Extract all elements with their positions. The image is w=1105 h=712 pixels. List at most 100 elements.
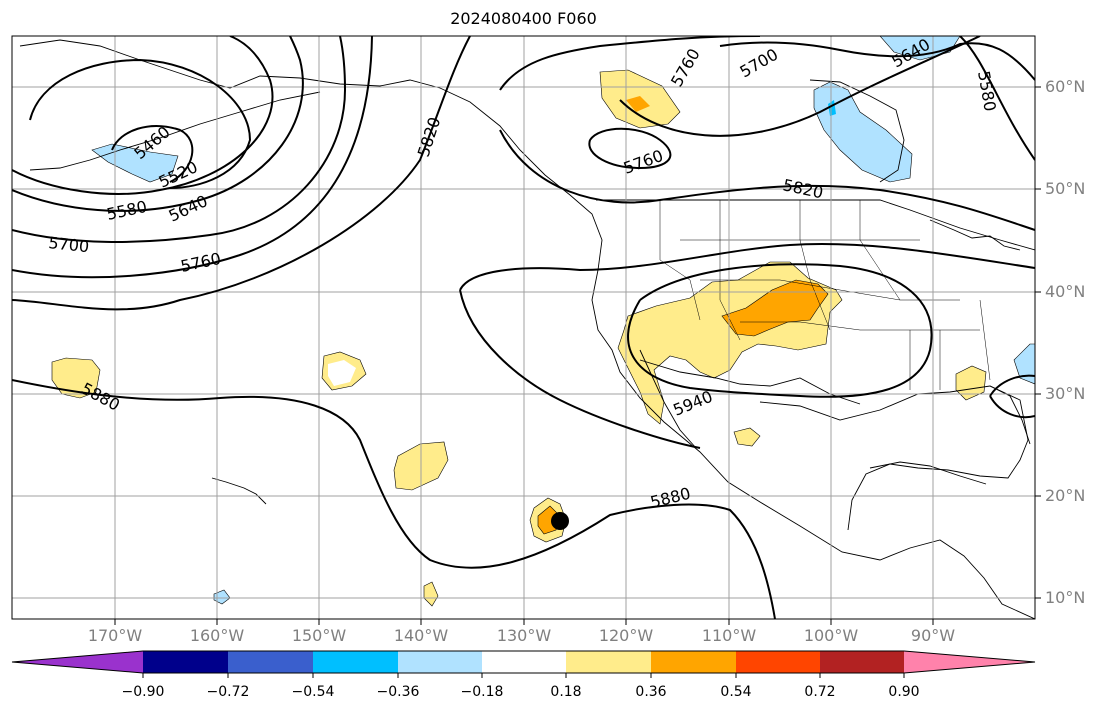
shade-florida <box>955 365 987 401</box>
shade-northwest-canada-core <box>626 96 650 112</box>
contour-label: 5760 <box>667 45 704 90</box>
contour-5880-mid <box>459 243 1035 291</box>
lat-label-20N: 20°N <box>1045 486 1086 505</box>
colorbar-segment <box>651 651 736 673</box>
lon-label-110W: 110°W <box>701 626 757 645</box>
lon-label-90W: 90°W <box>910 626 956 645</box>
colorbar-segment <box>820 651 904 673</box>
map-title: 2024080400 F060 <box>450 9 597 28</box>
colorbar-segment <box>736 651 820 673</box>
shade-hudson-negative <box>813 81 913 183</box>
colorbar-segment <box>228 651 313 673</box>
contour-label: 5760 <box>179 249 223 276</box>
colorbar-tick-label: −0.18 <box>460 684 504 700</box>
shaded-regions <box>51 36 1035 607</box>
us-mexico-border <box>639 359 861 405</box>
colorbar-segment <box>398 651 482 673</box>
baja <box>639 349 697 449</box>
contour-label: 5700 <box>737 45 782 82</box>
axis-ticks <box>114 86 1041 625</box>
alaska-coast <box>19 39 1035 619</box>
lon-label-100W: 100°W <box>803 626 859 645</box>
contour-label: 5700 <box>48 233 90 256</box>
contour-5760 <box>12 36 373 279</box>
colorbar <box>11 650 1036 678</box>
lon-label-120W: 120°W <box>598 626 654 645</box>
contour-5460 <box>111 125 194 183</box>
contour-label: 5640 <box>166 191 211 225</box>
lat-label-30N: 30°N <box>1045 384 1086 403</box>
shade-hurricane-core <box>537 505 559 535</box>
hudson-bay <box>809 79 905 183</box>
lat-label-60N: 60°N <box>1045 77 1086 96</box>
cuba <box>869 461 987 485</box>
lon-label-130W: 130°W <box>496 626 552 645</box>
florida <box>989 385 1031 445</box>
shade-southeast-negative <box>1013 343 1035 385</box>
storm-position-marker <box>551 512 569 530</box>
contour-5880-west <box>12 379 776 619</box>
colorbar-segment <box>482 651 566 673</box>
colorbar-segment <box>566 651 651 673</box>
colorbar-segment <box>143 651 228 673</box>
contour-5880-east-loop-b <box>989 395 1035 419</box>
contour-5940-loop <box>627 263 933 398</box>
contour-5700 <box>12 36 347 243</box>
contour-label: 5760 <box>621 146 666 178</box>
lon-label-150W: 150°W <box>291 626 347 645</box>
colorbar-tick-label: −0.54 <box>291 684 335 700</box>
colorbar-tick-label: 0.36 <box>635 684 667 700</box>
contour-label: 5880 <box>648 484 692 512</box>
colorbar-tick-label: 0.18 <box>550 684 582 700</box>
colorbar-tick-label: 0.72 <box>804 684 836 700</box>
contour-5880-loop <box>459 289 701 449</box>
shade-tiny-negative <box>213 589 231 605</box>
colorbar-tick-label: −0.90 <box>121 684 165 700</box>
shade-pacific-east <box>51 357 101 399</box>
lat-label-10N: 10°N <box>1045 588 1086 607</box>
contour-label: 5580 <box>105 197 149 224</box>
aleutians <box>29 91 321 171</box>
lon-label-170W: 170°W <box>87 626 143 645</box>
shade-mexico-west <box>733 427 761 447</box>
contour-5580 <box>12 36 274 195</box>
canada-us-border <box>596 199 1035 251</box>
contour-label: 5580 <box>974 69 1000 112</box>
contour-label: 5820 <box>414 115 445 160</box>
lat-label-40N: 40°N <box>1045 282 1086 301</box>
gulf-coast <box>759 385 1029 531</box>
hawaii <box>211 477 267 505</box>
contour-label: 5880 <box>78 379 123 415</box>
contour-5760-east <box>588 127 672 170</box>
contour-5820-mid <box>499 129 1035 231</box>
colorbar-tick-label: −0.72 <box>206 684 250 700</box>
great-lakes <box>929 219 1021 251</box>
shade-pacific-central-hole <box>328 360 356 386</box>
colorbar-tick-label: −0.36 <box>376 684 420 700</box>
contour-5700-east <box>619 36 981 137</box>
contour-label: 5820 <box>781 175 825 202</box>
shade-pacific-small <box>423 581 439 607</box>
contour-5820-east <box>499 36 761 91</box>
colorbar-segment <box>313 651 398 673</box>
contour-5580-east <box>959 36 1035 161</box>
lon-label-160W: 160°W <box>189 626 245 645</box>
colorbar-tick-label: 0.90 <box>888 684 920 700</box>
height-contours <box>12 36 1035 619</box>
contour-label: 5940 <box>670 387 715 420</box>
colorbar-ticks <box>142 673 905 678</box>
coastlines <box>19 39 1035 619</box>
colorbar-extend-low <box>12 651 143 673</box>
shade-alaska-negative <box>91 143 179 183</box>
colorbar-extend-high <box>904 651 1035 673</box>
lat-label-50N: 50°N <box>1045 179 1086 198</box>
graticule <box>12 36 1035 619</box>
lon-label-140W: 140°W <box>393 626 449 645</box>
colorbar-tick-label: 0.54 <box>720 684 752 700</box>
contour-5520 <box>29 58 252 189</box>
contour-5820-west <box>12 36 471 311</box>
contour-5640 <box>12 36 304 212</box>
contour-5640-east <box>719 41 1035 81</box>
contour-5880-east-loop <box>989 374 1035 397</box>
